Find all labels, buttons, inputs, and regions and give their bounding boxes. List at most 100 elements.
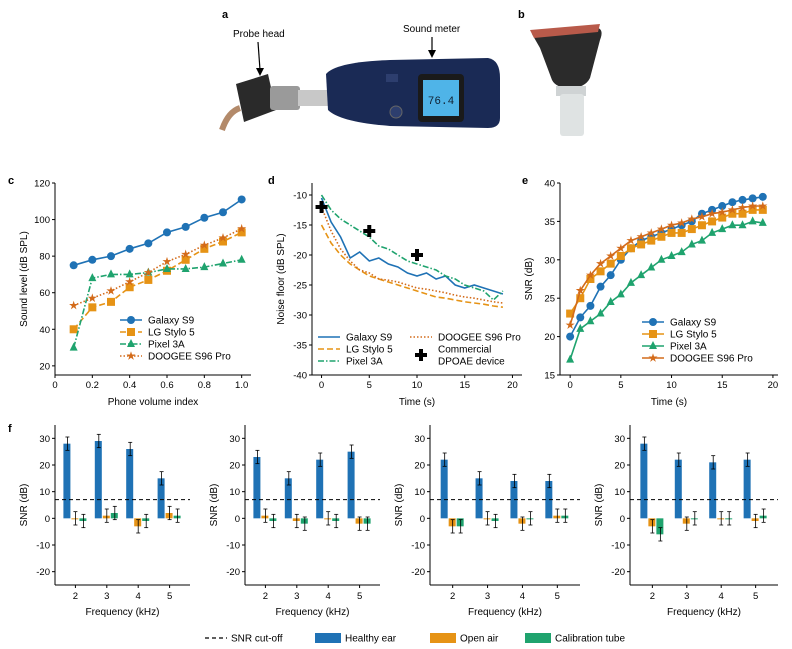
- legend-label: Healthy ear: [345, 634, 397, 645]
- series-line-0: [73, 198, 243, 267]
- series-line-1: [320, 224, 504, 308]
- legend-marker: [415, 349, 427, 361]
- x-tick-label: 2: [650, 591, 655, 602]
- data-point: [237, 228, 246, 237]
- series-line-0: [320, 197, 504, 295]
- x-tick-label: 3: [104, 591, 109, 602]
- x-axis-title: Frequency (kHz): [667, 607, 741, 618]
- data-point: [575, 285, 585, 295]
- data-point: [748, 205, 757, 214]
- y-tick-label: -20: [293, 251, 307, 262]
- bar-2: [363, 518, 371, 524]
- data-point: [69, 300, 79, 310]
- data-point: [125, 283, 134, 292]
- legend-label: Pixel 3A: [670, 342, 707, 353]
- data-point: [656, 224, 666, 233]
- data-point: [219, 237, 227, 246]
- y-tick-label: 30: [229, 434, 240, 445]
- legend-label: Galaxy S9: [670, 318, 717, 329]
- data-point: [69, 261, 78, 270]
- x-axis-title: Phone volume index: [108, 397, 199, 408]
- legend-label: LG Stylo 5: [670, 330, 717, 341]
- y-tick-label: -10: [411, 541, 425, 552]
- data-point: [596, 308, 605, 317]
- data-point: [576, 323, 585, 332]
- y-tick-label: 10: [229, 487, 240, 498]
- data-point: [626, 235, 636, 245]
- x-axis-title: Time (s): [399, 397, 435, 408]
- bar-0: [475, 478, 483, 519]
- bar-2: [725, 518, 733, 520]
- data-point: [737, 202, 748, 212]
- data-point: [237, 254, 246, 263]
- x-tick-label: 0.2: [86, 380, 99, 391]
- bar-2: [656, 518, 664, 535]
- x-tick-label: 0.8: [198, 380, 211, 391]
- subplot-3: -20 -10 0 10 20 30 SNR (dB) Frequency (kHz) 2 3 4 5: [394, 425, 580, 618]
- data-point: [107, 269, 115, 278]
- x-tick-label: 0: [319, 380, 324, 391]
- data-point: [69, 325, 78, 334]
- data-point: [707, 208, 717, 218]
- legend-label: DOOGEE S96 Pro: [148, 352, 231, 363]
- commercial-device-point: [363, 225, 376, 237]
- bar-1: [134, 518, 142, 527]
- data-point: [87, 293, 97, 303]
- y-tick-label: 0: [420, 514, 425, 525]
- y-tick-label: 15: [544, 371, 555, 382]
- x-tick-label: 0: [567, 380, 572, 391]
- chart-d-noise-floor: 0 5 10 15 20 -40 -35 -30 -25 -20 -15 -10 Time (s) Noi…: [276, 183, 522, 408]
- y-tick-label: 20: [39, 461, 50, 472]
- photo-sound-meter: Probe head Sound meter 76.4: [219, 24, 500, 132]
- data-point: [758, 192, 767, 201]
- bar-1: [483, 518, 491, 520]
- data-point: [727, 205, 737, 214]
- y-tick-label: 40: [39, 325, 50, 336]
- bar-1: [553, 515, 561, 519]
- legend-label: LG Stylo 5: [346, 345, 393, 356]
- data-point: [144, 239, 153, 248]
- x-tick-label: 2: [73, 591, 78, 602]
- data-point: [596, 282, 605, 291]
- y-tick-label: -10: [611, 541, 625, 552]
- y-tick-label: 10: [39, 487, 50, 498]
- data-point: [616, 243, 626, 253]
- data-point: [237, 195, 246, 204]
- y-tick-label: -15: [293, 221, 307, 232]
- bar-0: [440, 459, 448, 519]
- bar-0: [63, 443, 71, 519]
- data-point: [728, 198, 737, 207]
- y-tick-label: 80: [39, 252, 50, 263]
- data-point: [107, 252, 115, 261]
- data-point: [616, 289, 625, 298]
- data-point: [181, 255, 190, 264]
- legend-marker: [648, 353, 658, 362]
- series-line-2: [320, 194, 504, 302]
- y-tick-label: 40: [544, 179, 555, 190]
- bar-1: [648, 518, 656, 527]
- legend-marker: [126, 351, 136, 360]
- legend-marker: [649, 318, 657, 326]
- panel-label-b: b: [518, 9, 525, 21]
- data-point: [657, 232, 666, 241]
- data-point: [758, 217, 767, 226]
- data-point: [237, 223, 247, 233]
- data-point: [566, 309, 575, 318]
- data-point: [717, 207, 727, 217]
- panel-label-c: c: [8, 175, 14, 187]
- y-tick-label: 30: [39, 434, 50, 445]
- data-point: [708, 227, 717, 236]
- legend-label: Pixel 3A: [346, 357, 383, 368]
- bar-2: [173, 515, 181, 519]
- bar-0: [545, 481, 553, 519]
- x-tick-label: 15: [459, 380, 470, 391]
- bar-0: [709, 462, 717, 519]
- x-tick-label: 20: [768, 380, 779, 391]
- chart-c-sound-level: 0 0.2 0.4 0.6 0.8 1.0 20 40 60 80 100 120 Phone volu…: [19, 179, 251, 408]
- data-point: [596, 267, 605, 276]
- x-tick-label: 5: [555, 591, 560, 602]
- data-point: [181, 263, 190, 272]
- y-axis-title: SNR (dB): [594, 484, 605, 527]
- data-point: [163, 228, 171, 237]
- data-point: [697, 235, 706, 244]
